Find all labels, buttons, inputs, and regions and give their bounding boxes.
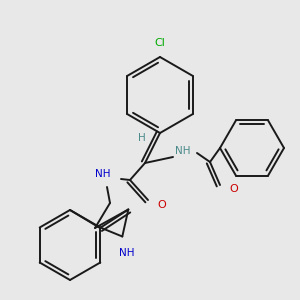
Text: O: O [158,200,166,210]
Text: NH: NH [95,169,111,179]
Text: H: H [138,133,146,143]
Text: O: O [230,184,238,194]
Text: NH: NH [175,146,191,156]
Text: Cl: Cl [154,38,165,48]
Text: NH: NH [118,248,134,257]
